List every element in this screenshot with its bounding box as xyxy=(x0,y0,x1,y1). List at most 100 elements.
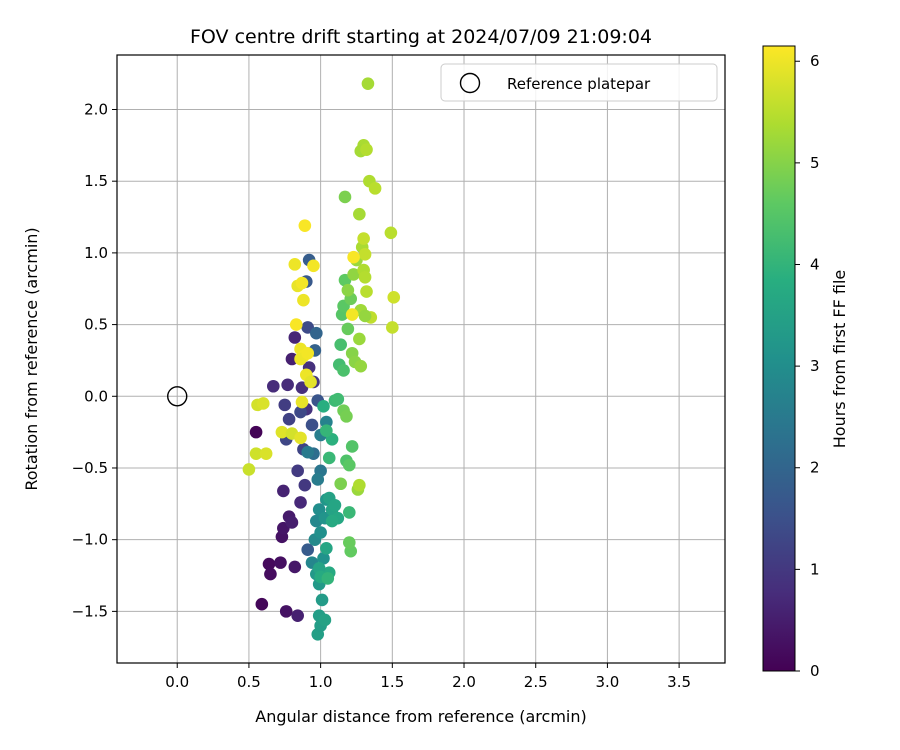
data-point xyxy=(279,605,293,618)
y-tick-label: 0.0 xyxy=(84,387,108,405)
y-tick-label: 0.5 xyxy=(84,316,108,334)
x-tick-label: 2.0 xyxy=(452,673,476,691)
data-point xyxy=(307,259,320,273)
data-point xyxy=(358,309,372,323)
x-tick-label: 3.5 xyxy=(667,673,691,691)
data-point xyxy=(315,593,329,607)
data-point xyxy=(304,375,317,389)
x-tick-label: 0.0 xyxy=(165,673,189,691)
y-tick-label: 1.5 xyxy=(84,172,108,190)
data-point xyxy=(301,543,315,557)
data-point xyxy=(353,478,366,492)
data-point xyxy=(278,398,292,412)
data-point xyxy=(360,285,373,298)
data-point xyxy=(311,473,325,486)
y-axis-ticks: −1.5 −1.0 −0.5 0.0 0.5 1.0 1.5 2.0 xyxy=(72,100,117,620)
data-point xyxy=(325,514,339,528)
data-point xyxy=(331,392,345,406)
data-point xyxy=(255,597,269,611)
colorbar-tick-label: 2 xyxy=(810,459,820,477)
data-point xyxy=(298,478,312,492)
colorbar-tick-label: 4 xyxy=(810,255,820,273)
data-point xyxy=(256,397,270,410)
data-point xyxy=(297,293,310,307)
data-point xyxy=(338,190,352,204)
data-point xyxy=(347,250,360,264)
data-point xyxy=(294,405,307,419)
colorbar-tick-label: 0 xyxy=(810,662,820,680)
chart-title: FOV centre drift starting at 2024/07/09 … xyxy=(190,26,652,48)
colorbar-label: Hours from first FF file xyxy=(830,270,849,449)
colorbar-ticks: 0 1 2 3 4 5 6 xyxy=(795,52,820,680)
y-tick-label: 2.0 xyxy=(84,100,108,118)
data-point xyxy=(345,440,359,453)
data-point xyxy=(291,609,304,622)
data-point xyxy=(368,182,382,195)
data-point xyxy=(358,270,372,284)
data-point xyxy=(249,425,263,439)
y-tick-label: −0.5 xyxy=(72,459,108,477)
data-point xyxy=(274,556,287,569)
data-point xyxy=(341,283,355,297)
colorbar-tick-label: 5 xyxy=(810,154,820,172)
data-point xyxy=(343,506,356,519)
legend: Reference platepar xyxy=(440,63,718,102)
data-point xyxy=(328,498,342,512)
data-point xyxy=(353,332,366,346)
data-point xyxy=(267,379,280,393)
y-tick-label: 1.0 xyxy=(84,244,108,262)
data-point xyxy=(317,552,330,565)
x-tick-label: 0.5 xyxy=(237,673,261,691)
data-point xyxy=(275,425,289,439)
data-point xyxy=(337,364,350,377)
x-tick-label: 3.0 xyxy=(595,673,619,691)
x-axis-label: Angular distance from reference (arcmin) xyxy=(255,707,586,726)
data-point xyxy=(358,248,372,261)
colorbar-tick-label: 3 xyxy=(810,357,820,375)
data-point xyxy=(294,496,307,509)
data-point xyxy=(334,338,347,351)
data-points xyxy=(242,77,401,641)
reference-platepar-marker xyxy=(167,386,188,407)
x-axis-ticks: 0.0 0.5 1.0 1.5 2.0 2.5 3.0 3.5 xyxy=(165,663,691,691)
data-point xyxy=(343,536,356,549)
legend-reference-marker xyxy=(459,72,481,94)
data-point xyxy=(341,322,355,336)
data-point xyxy=(291,464,304,478)
data-point xyxy=(314,526,327,539)
data-point xyxy=(285,516,299,529)
data-point xyxy=(301,445,315,459)
data-point xyxy=(288,258,302,271)
data-point xyxy=(343,458,356,472)
data-point xyxy=(320,424,333,437)
data-point xyxy=(242,463,256,476)
data-point xyxy=(259,447,273,460)
colorbar xyxy=(762,45,796,672)
colorbar-tick-label: 6 xyxy=(810,52,820,70)
y-tick-label: −1.5 xyxy=(72,602,108,620)
data-point xyxy=(288,331,302,344)
data-point xyxy=(310,326,323,340)
data-point xyxy=(386,321,399,334)
data-point xyxy=(298,219,312,232)
plot-frame xyxy=(116,54,726,664)
data-point xyxy=(322,451,336,465)
legend-entry-reference: Reference platepar xyxy=(507,75,651,93)
data-point xyxy=(295,276,309,290)
data-point xyxy=(305,418,319,432)
reference-marker-group xyxy=(167,386,188,407)
data-point xyxy=(360,143,373,156)
data-point xyxy=(277,484,290,498)
x-tick-label: 2.5 xyxy=(524,673,548,691)
data-point xyxy=(321,572,335,585)
data-point xyxy=(334,477,347,491)
data-point xyxy=(289,318,303,331)
legend-box xyxy=(440,63,718,102)
data-point xyxy=(353,207,366,221)
data-point xyxy=(281,378,294,392)
data-point xyxy=(301,346,315,360)
data-point xyxy=(340,410,353,423)
data-point xyxy=(318,613,332,627)
y-axis-label: Rotation from reference (arcmin) xyxy=(22,227,41,490)
